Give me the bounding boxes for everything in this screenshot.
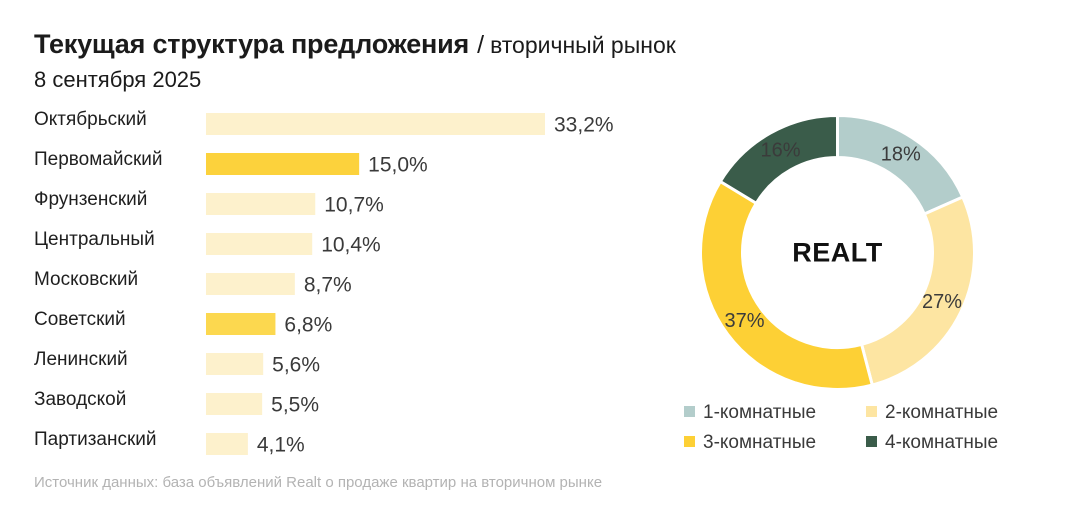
title-line: Текущая структура предложения / вторичный … — [34, 26, 676, 67]
chart-title: Текущая структура предложения — [34, 29, 470, 59]
legend-swatch — [684, 436, 695, 447]
rooms-donut-chart: 18% 27% 37% 16% REALT — [699, 113, 976, 391]
legend-swatch — [684, 406, 695, 417]
district-label: Первомайский — [34, 149, 163, 170]
district-bar — [206, 393, 263, 415]
legend-item: 2-комнатные — [866, 402, 998, 424]
data-source-note: Источник данных: база объявлений Realt о… — [34, 474, 603, 491]
district-bar — [206, 433, 248, 455]
bar-value-label: 6,8% — [284, 314, 332, 337]
district-label: Заводской — [34, 389, 126, 410]
district-bar — [206, 233, 313, 255]
legend-item: 3-комнатные — [684, 432, 816, 454]
bar-value-label: 4,1% — [257, 434, 305, 457]
district-bar — [206, 113, 545, 135]
legend-swatch — [866, 406, 877, 417]
chart-header: Текущая структура предложения / вторичный … — [34, 26, 676, 93]
district-bar-chart: Октябрьский 33,2% Первомайский 15,0% Фрунзен… — [34, 109, 614, 457]
chart-subtitle: вторичный рынок — [490, 32, 676, 58]
legend-item: 1-комнатные — [684, 402, 816, 424]
bar-value-label: 5,6% — [272, 354, 320, 377]
legend-label: 3-комнатные — [703, 432, 817, 453]
district-bar — [206, 193, 316, 215]
district-bar — [206, 153, 360, 175]
district-bar — [206, 353, 264, 375]
bar-value-label: 33,2% — [554, 114, 614, 137]
district-label: Советский — [34, 309, 126, 330]
bar-value-label: 15,0% — [368, 154, 428, 177]
slice-value-label: 16% — [761, 140, 801, 162]
slice-value-label: 18% — [881, 144, 921, 166]
bar-value-label: 8,7% — [304, 274, 352, 297]
bar-value-label: 10,4% — [321, 234, 381, 257]
title-separator: / — [477, 31, 485, 59]
legend-swatch — [866, 436, 877, 447]
slice-value-label: 37% — [725, 310, 765, 332]
district-label: Фрунзенский — [34, 189, 147, 210]
legend-label: 4-комнатные — [885, 432, 999, 453]
slice-value-label: 27% — [922, 291, 962, 313]
donut-slice — [718, 113, 839, 206]
bar-value-label: 10,7% — [324, 194, 384, 217]
legend-label: 2-комнатные — [885, 402, 999, 423]
legend-item: 4-комнатные — [866, 432, 998, 454]
bar-value-label: 5,5% — [271, 394, 319, 417]
chart-date: 8 сентября 2025 — [34, 67, 202, 92]
donut-slice — [699, 179, 875, 391]
realt-logo: REALT — [792, 238, 883, 268]
district-label: Центральный — [34, 229, 155, 250]
district-bar — [206, 273, 295, 295]
district-label: Партизанский — [34, 429, 157, 450]
legend-label: 1-комнатные — [703, 402, 817, 423]
district-bar — [206, 313, 276, 335]
district-label: Ленинский — [34, 349, 128, 370]
district-label: Московский — [34, 269, 138, 290]
district-label: Октябрьский — [34, 109, 147, 130]
